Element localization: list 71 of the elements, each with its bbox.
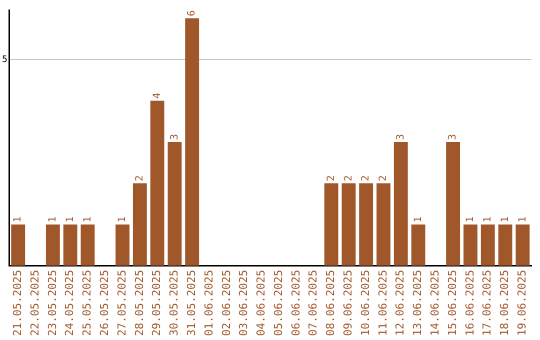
bar: [150, 100, 164, 266]
data-label: 2: [343, 175, 354, 182]
data-label: 1: [500, 216, 511, 223]
bar: [168, 142, 182, 266]
bar: [446, 142, 460, 266]
x-tick-label: 10.06.2025: [358, 270, 372, 336]
data-label: 3: [169, 134, 180, 140]
x-tick-label: 12.06.2025: [394, 270, 407, 336]
data-label: 1: [412, 216, 424, 223]
data-label: 4: [152, 92, 163, 99]
bar: [63, 224, 78, 266]
data-label: 3: [448, 134, 459, 140]
data-label: 6: [186, 10, 198, 16]
x-tick-label: 21.05.2025: [10, 270, 24, 336]
data-label: 1: [12, 216, 24, 223]
x-tick-label: 27.05.2025: [115, 270, 128, 336]
x-tick-label: 03.06.2025: [237, 270, 250, 336]
bar: [411, 224, 426, 266]
bar: [46, 224, 60, 266]
data-label: 1: [117, 216, 128, 223]
x-tick-label: 22.05.2025: [28, 270, 42, 336]
x-tick-label: 24.05.2025: [63, 270, 76, 336]
bar: [498, 224, 512, 266]
bar: [324, 183, 338, 266]
bar: [11, 224, 26, 266]
bar: [464, 224, 478, 266]
bar: [342, 183, 356, 266]
bar: [185, 18, 200, 266]
x-tick-label: 31.05.2025: [184, 270, 198, 336]
x-tick-label: 04.06.2025: [254, 270, 268, 336]
data-label: 2: [326, 175, 337, 182]
bar: [376, 183, 390, 266]
x-tick-label: 01.06.2025: [202, 270, 216, 336]
data-label: 2: [360, 175, 372, 182]
x-tick-label: 02.06.2025: [220, 270, 233, 336]
data-label: 1: [82, 216, 94, 223]
data-label: 1: [48, 216, 59, 223]
x-tick-label: 15.06.2025: [446, 270, 459, 336]
x-tick-label: 19.06.2025: [516, 270, 529, 336]
x-tick-label: 14.06.2025: [428, 270, 442, 336]
x-tick-label: 07.06.2025: [306, 270, 320, 336]
bar: [359, 183, 374, 266]
x-tick-label: 08.06.2025: [324, 270, 338, 336]
x-tick-label: 05.06.2025: [272, 270, 285, 336]
x-tick-label: 16.06.2025: [463, 270, 476, 336]
data-label: 1: [517, 216, 528, 223]
y-tick-label: 5: [2, 54, 8, 65]
x-tick-label: 09.06.2025: [342, 270, 355, 336]
data-label: 1: [482, 216, 494, 223]
bar: [132, 183, 147, 266]
data-label: 3: [395, 134, 406, 140]
data-label: 2: [378, 175, 390, 182]
x-tick-label: 18.06.2025: [498, 270, 512, 336]
x-tick-label: 06.06.2025: [289, 270, 302, 336]
x-tick-label: 23.05.2025: [46, 270, 59, 336]
bar: [516, 224, 530, 266]
data-label: 1: [465, 216, 476, 223]
x-tick-label: 13.06.2025: [411, 270, 424, 336]
x-tick-label: 25.05.2025: [80, 270, 94, 336]
x-tick-label: 28.05.2025: [132, 270, 146, 336]
bar: [116, 224, 130, 266]
x-tick-label: 29.05.2025: [150, 270, 164, 336]
data-label: 1: [64, 216, 76, 223]
bar: [80, 224, 95, 266]
x-tick-label: 26.05.2025: [98, 270, 111, 336]
data-label: 2: [134, 175, 146, 182]
bar: [394, 142, 408, 266]
x-tick-label: 30.05.2025: [168, 270, 181, 336]
x-tick-label: 11.06.2025: [376, 270, 390, 336]
x-tick-label: 17.06.2025: [480, 270, 494, 336]
bar: [480, 224, 495, 266]
